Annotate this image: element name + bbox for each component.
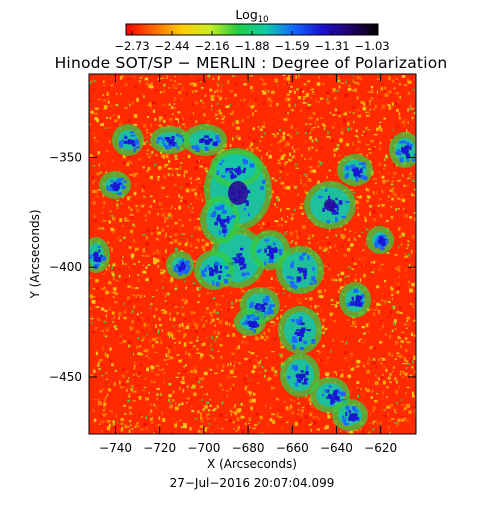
y-axis: −350 −400 −450 bbox=[49, 150, 416, 384]
y-tick-label: −450 bbox=[49, 370, 82, 384]
plot-frame bbox=[88, 73, 417, 435]
polarization-image bbox=[89, 74, 416, 434]
x-tick-label: −680 bbox=[232, 441, 265, 455]
x-axis-title: X (Arcseconds) bbox=[207, 457, 297, 471]
x-tick-label: −700 bbox=[187, 441, 220, 455]
x-tick-label: −740 bbox=[99, 441, 132, 455]
x-tick-label: −640 bbox=[320, 441, 353, 455]
colorbar-tick-label: −1.59 bbox=[274, 39, 309, 53]
colorbar-tick-label: −1.03 bbox=[354, 39, 389, 53]
x-tick-label: −720 bbox=[143, 441, 176, 455]
colorbar-tick-label: −2.73 bbox=[114, 39, 149, 53]
colorbar-tick-label: −1.88 bbox=[234, 39, 269, 53]
colorbar: Log10 −2.73 −2.44 −2.16 −1.88 −1.59 −1.31 −1.0… bbox=[114, 7, 389, 53]
colorbar-title: Log10 bbox=[235, 7, 268, 25]
timestamp: 27−Jul−2016 20:07:04.099 bbox=[170, 476, 335, 490]
y-tick-label: −400 bbox=[49, 260, 82, 274]
x-tick-label: −660 bbox=[276, 441, 309, 455]
x-tick-label: −620 bbox=[364, 441, 397, 455]
colorbar-tick-label: −1.31 bbox=[314, 39, 349, 53]
colorbar-ticks: −2.73 −2.44 −2.16 −1.88 −1.59 −1.31 −1.03 bbox=[114, 31, 390, 53]
plot-title: Hinode SOT/SP − MERLIN : Degree of Polar… bbox=[55, 54, 448, 72]
colorbar-tick-label: −2.44 bbox=[154, 39, 189, 53]
x-axis: −740 −720 −700 −680 −660 −640 −620 bbox=[99, 74, 397, 455]
y-tick-label: −350 bbox=[49, 150, 82, 164]
y-axis-title: Y (Arcseconds) bbox=[28, 209, 42, 299]
colorbar-tick-label: −2.16 bbox=[194, 39, 229, 53]
polarization-patches bbox=[89, 124, 416, 431]
